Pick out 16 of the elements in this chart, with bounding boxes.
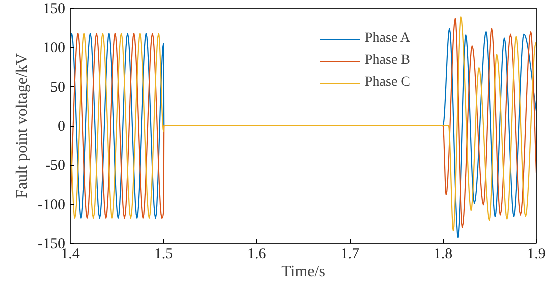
y-tick-label: 0 — [58, 119, 66, 135]
x-tick-label: 1.6 — [248, 246, 267, 262]
x-tick-label: 1.9 — [527, 246, 546, 262]
x-tick-label: 1.7 — [340, 246, 360, 262]
y-axis-title: Fault point voltage/kV — [14, 53, 32, 198]
x-tick-label: 1.8 — [434, 246, 453, 262]
legend-label: Phase A — [365, 31, 410, 47]
y-tick-label: 150 — [43, 2, 66, 18]
y-tick-label: -100 — [38, 197, 66, 214]
y-tick-label: 100 — [43, 40, 66, 57]
x-axis-title: Time/s — [282, 264, 326, 280]
legend-label: Phase B — [365, 53, 410, 69]
x-tick-label: 1.5 — [154, 246, 174, 262]
y-tick-label: 50 — [50, 80, 66, 96]
y-tick-label: -50 — [46, 158, 66, 174]
legend-label: Phase C — [365, 75, 410, 91]
